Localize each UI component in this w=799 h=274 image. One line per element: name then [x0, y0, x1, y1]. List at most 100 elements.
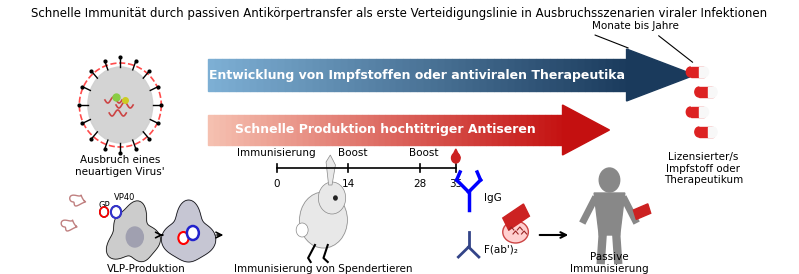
Wedge shape: [713, 127, 717, 137]
Bar: [226, 115, 232, 145]
Bar: [214, 115, 220, 145]
Circle shape: [100, 207, 109, 217]
Bar: [585, 59, 592, 91]
Bar: [320, 59, 327, 91]
Bar: [285, 59, 292, 91]
Text: 14: 14: [342, 179, 355, 189]
Bar: [313, 59, 320, 91]
Bar: [424, 59, 431, 91]
Bar: [690, 107, 704, 117]
Bar: [338, 115, 344, 145]
Bar: [557, 59, 564, 91]
Polygon shape: [594, 193, 625, 235]
Bar: [237, 59, 243, 91]
Ellipse shape: [503, 221, 528, 243]
Bar: [409, 115, 415, 145]
Bar: [256, 115, 261, 145]
Bar: [392, 115, 397, 145]
Circle shape: [296, 223, 308, 237]
Bar: [529, 59, 536, 91]
Text: Immunisierung von Spendertieren: Immunisierung von Spendertieren: [234, 264, 413, 274]
Bar: [501, 59, 508, 91]
Bar: [503, 115, 510, 145]
Text: 28: 28: [413, 179, 427, 189]
Bar: [486, 115, 491, 145]
Bar: [326, 115, 332, 145]
Text: Lizensierter/s
Impfstoff oder
Therapeutikum: Lizensierter/s Impfstoff oder Therapeuti…: [664, 152, 743, 185]
Wedge shape: [695, 127, 699, 137]
Bar: [356, 115, 362, 145]
Bar: [261, 115, 268, 145]
Wedge shape: [704, 67, 709, 77]
Bar: [439, 115, 444, 145]
Circle shape: [126, 227, 143, 247]
Bar: [515, 59, 522, 91]
Wedge shape: [686, 107, 690, 117]
Bar: [550, 59, 557, 91]
Text: Passive
Immunisierung: Passive Immunisierung: [570, 252, 649, 274]
Bar: [209, 115, 214, 145]
Bar: [708, 87, 713, 97]
Bar: [536, 59, 543, 91]
Circle shape: [334, 196, 337, 200]
Bar: [699, 67, 704, 77]
Bar: [543, 59, 550, 91]
Bar: [250, 59, 257, 91]
Bar: [222, 59, 229, 91]
Bar: [362, 59, 368, 91]
Wedge shape: [686, 67, 690, 77]
Circle shape: [88, 67, 153, 143]
Text: IgG: IgG: [484, 193, 502, 203]
Bar: [383, 59, 389, 91]
Bar: [291, 115, 296, 145]
Text: F(ab')₂: F(ab')₂: [484, 245, 518, 255]
Bar: [334, 59, 340, 91]
Bar: [619, 59, 626, 91]
Wedge shape: [704, 107, 709, 117]
Circle shape: [599, 168, 620, 192]
Bar: [362, 115, 368, 145]
Bar: [539, 115, 545, 145]
Bar: [452, 59, 459, 91]
Text: Schnelle Immunität durch passiven Antikörpertransfer als erste Verteidigungslini: Schnelle Immunität durch passiven Antikö…: [31, 7, 768, 19]
Bar: [249, 115, 256, 145]
Bar: [344, 115, 350, 145]
Bar: [244, 115, 249, 145]
Bar: [451, 115, 456, 145]
Polygon shape: [326, 155, 336, 185]
Bar: [296, 115, 303, 145]
Wedge shape: [695, 87, 699, 97]
Bar: [257, 59, 264, 91]
Bar: [303, 115, 308, 145]
Bar: [533, 115, 539, 145]
Bar: [462, 115, 468, 145]
Bar: [385, 115, 392, 145]
Bar: [444, 115, 451, 145]
Text: Entwicklung von Impfstoffen oder antiviralen Therapeutika: Entwicklung von Impfstoffen oder antivir…: [209, 68, 626, 81]
Bar: [421, 115, 427, 145]
Bar: [494, 59, 501, 91]
Bar: [527, 115, 533, 145]
Text: 35: 35: [449, 179, 463, 189]
Text: Monate bis Jahre: Monate bis Jahre: [591, 21, 678, 31]
Bar: [220, 115, 226, 145]
Bar: [306, 59, 313, 91]
Bar: [606, 59, 613, 91]
Bar: [480, 115, 486, 145]
Text: VLP-Produktion: VLP-Produktion: [106, 264, 185, 274]
Bar: [474, 115, 480, 145]
Bar: [350, 115, 356, 145]
Bar: [515, 115, 521, 145]
Bar: [355, 59, 362, 91]
Bar: [508, 59, 515, 91]
Circle shape: [111, 206, 121, 218]
Bar: [613, 59, 619, 91]
Bar: [598, 59, 606, 91]
Bar: [431, 59, 439, 91]
Bar: [273, 115, 279, 145]
Circle shape: [300, 192, 348, 248]
Bar: [292, 59, 299, 91]
Bar: [279, 115, 285, 145]
Bar: [264, 59, 271, 91]
Circle shape: [451, 153, 460, 163]
